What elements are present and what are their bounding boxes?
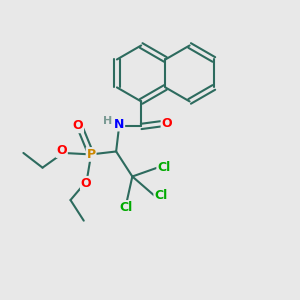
Text: P: P bbox=[86, 148, 96, 161]
Text: H: H bbox=[103, 116, 112, 126]
Text: Cl: Cl bbox=[157, 161, 170, 174]
Text: O: O bbox=[73, 119, 83, 132]
Text: O: O bbox=[56, 144, 67, 157]
Text: Cl: Cl bbox=[119, 201, 133, 214]
Text: O: O bbox=[161, 117, 172, 130]
Text: Cl: Cl bbox=[154, 189, 167, 202]
Text: N: N bbox=[114, 118, 124, 130]
Text: O: O bbox=[81, 177, 92, 190]
